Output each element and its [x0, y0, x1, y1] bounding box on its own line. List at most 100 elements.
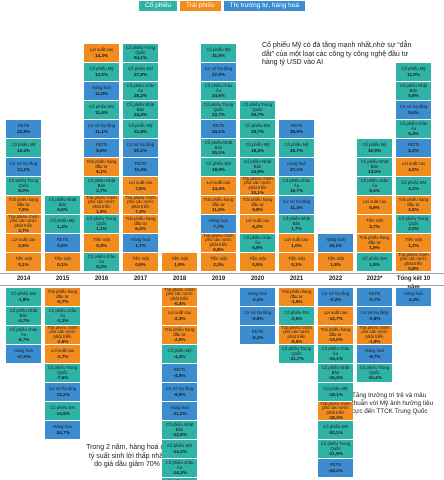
- value-label: -14,2%: [172, 448, 187, 454]
- cell-label: Cổ phiếu châu Âu: [48, 307, 77, 318]
- value-label: -0,7%: [56, 299, 69, 305]
- value-label: 16,9%: [367, 147, 382, 153]
- cell-label: REITs: [17, 123, 30, 129]
- value-label: 2,7%: [96, 188, 107, 194]
- cell-label: REITs: [290, 123, 303, 129]
- value-label: 1,9%: [369, 245, 380, 251]
- value-label: -11,2%: [172, 410, 187, 416]
- value-label: 1,6%: [96, 209, 107, 214]
- cell: Trái phiếu hạng đầu tư 2,6%: [396, 196, 431, 214]
- cell: Tiền mặt 1,9%: [162, 253, 197, 271]
- cell-label: Cổ phiếu Trung Quốc: [281, 345, 312, 356]
- cell: Cổ phiếu Nhật Bản 2,7%: [84, 177, 119, 195]
- value-label: 38,5%: [289, 128, 304, 134]
- cell-label: REITs: [251, 329, 264, 335]
- cell: Cổ phiếu Mỹ 28,7%: [279, 139, 314, 157]
- value-label: 3,7%: [18, 228, 29, 233]
- value-label: 24,6%: [211, 93, 226, 99]
- legend-item: Trái phiếu: [180, 1, 221, 11]
- cell-label: Cơ sở hạ tầng: [126, 142, 155, 148]
- annotation: Trong 2 năm, hàng hoá có tỷ suất sinh lờ…: [86, 444, 168, 469]
- cell-label: Trái phiếu hạng đầu tư: [281, 288, 312, 299]
- value-label: 0,1%: [291, 261, 302, 267]
- cell-label: Cơ sở hạ tầng: [48, 386, 77, 392]
- cell: Cổ phiếu châu Âu 26,2%: [123, 82, 158, 100]
- value-label: -0,8%: [368, 315, 381, 321]
- value-label: -18,1%: [328, 391, 343, 397]
- value-label: 11,8%: [95, 90, 108, 96]
- cell-label: Tiền mặt: [210, 256, 227, 262]
- cell-label: Cổ phiếu EM: [362, 256, 387, 262]
- cell: Trái phiếu hạng đầu tư 7,5%: [6, 196, 41, 214]
- cell-label: Hàng hoá: [248, 291, 267, 297]
- cell-label: Cổ phiếu Nhật Bản: [87, 177, 116, 188]
- value-label: -17,0%: [16, 353, 31, 359]
- cell: Lợi suất cao 7,5%: [123, 177, 158, 195]
- cell-label: Hàng hoá: [170, 405, 189, 411]
- value-label: 5,9%: [369, 204, 380, 210]
- cell-label: Hàng hoá: [14, 348, 33, 354]
- annotation: Tăng trưởng trì trệ và mâu thuẫn với Mỹ …: [352, 392, 434, 415]
- cell-label: Cổ phiếu Mỹ: [401, 66, 426, 72]
- cell-label: Hàng hoá: [287, 161, 306, 167]
- cell: Tiền mặt 1,5%: [318, 253, 353, 271]
- cell-label: REITs: [407, 142, 420, 148]
- cell-label: Cổ phiếu Mỹ: [323, 386, 348, 392]
- cell: Cổ phiếu Nhật Bản 13,0%: [357, 158, 392, 176]
- legend-item: Thị trường tư, hàng hoá: [223, 1, 306, 11]
- cell: Tiền mặt 0,1%: [6, 253, 41, 271]
- value-label: 7,3%: [135, 209, 146, 214]
- cell-label: Trái phiếu hạng đầu tư: [359, 234, 390, 245]
- cell-label: Cơ sở hạ tầng: [399, 104, 428, 110]
- cell-label: REITs: [134, 161, 147, 167]
- cell-label: Lợi suất cao: [284, 237, 309, 243]
- cell: Cổ phiếu Trung Quốc 54,1%: [123, 44, 158, 62]
- value-label: -12,2%: [55, 391, 70, 397]
- value-label: 9,4%: [369, 188, 380, 194]
- cell-label: Trái phiếu chính phủ các nước phát triển: [125, 196, 156, 209]
- cell: Cổ phiếu Trung Quốc -21,7%: [279, 345, 314, 363]
- cell: Cổ phiếu EM 18,7%: [240, 120, 275, 138]
- cell-label: Trái phiếu hạng đầu tư: [320, 326, 351, 337]
- cell: Cổ phiếu Trung Quốc 8,0%: [6, 177, 41, 195]
- value-label: -21,7%: [289, 356, 304, 362]
- cell-label: Cổ phiếu EM: [284, 310, 309, 316]
- cell: Tiền mặt 2,3%: [201, 253, 236, 271]
- x-tick-label: 2017: [133, 276, 148, 282]
- cell-label: Lợi suất cao: [11, 237, 36, 243]
- cell: Hàng hoá 11,8%: [84, 82, 119, 100]
- cell: Trái phiếu chính phủ các nước phát triển…: [318, 402, 353, 420]
- value-label: -4,3%: [407, 296, 420, 302]
- value-label: 18,4%: [250, 147, 265, 153]
- cell: Cổ phiếu châu Âu 0,2%: [84, 253, 119, 271]
- cell-label: Cổ phiếu Nhật Bản: [9, 307, 38, 318]
- cell-label: Trái phiếu hạng đầu tư: [86, 158, 117, 169]
- cell: REITs 0,6%: [45, 234, 80, 252]
- value-label: -15,1%: [328, 356, 343, 362]
- value-label: 14,3%: [94, 52, 109, 58]
- value-label: -3,1%: [251, 296, 264, 302]
- x-tick-label: 2018: [172, 276, 187, 282]
- value-label: 54,1%: [133, 55, 148, 61]
- cell-label: Cổ phiếu châu Âu: [399, 120, 428, 131]
- cell-label: Trái phiếu chính phủ các nước phát triển: [86, 196, 117, 209]
- value-label: -8,7%: [368, 353, 381, 359]
- value-label: -14,6%: [55, 410, 70, 416]
- cell: Trái phiếu hạng đầu tư 1,9%: [357, 234, 392, 252]
- cell: Lợi suất cao -2,7%: [45, 345, 80, 363]
- cell: Lợi suất cao -12,7%: [318, 307, 353, 325]
- value-label: 3,1%: [408, 185, 419, 191]
- cell-label: Lợi suất cao: [323, 310, 348, 316]
- cell: Cổ phiếu châu Âu 5,4%: [396, 120, 431, 138]
- cell-label: Cổ phiếu châu Âu: [204, 82, 233, 93]
- cell-label: Hàng hoá: [326, 237, 345, 243]
- cell: Trái phiếu chính phủ các nước phát triển…: [396, 253, 431, 271]
- cell-label: Cổ phiếu Nhật Bản: [204, 139, 233, 150]
- cell: Hàng hoá 7,7%: [201, 215, 236, 233]
- cell-label: Tiền mặt: [366, 218, 383, 224]
- cell: Cổ phiếu Trung Quốc 1,1%: [84, 215, 119, 233]
- value-label: 0,2%: [96, 264, 107, 270]
- value-label: -4,8%: [173, 372, 186, 378]
- cell-label: Tiền mặt: [132, 256, 149, 262]
- cell-label: Cơ sở hạ tầng: [360, 310, 389, 316]
